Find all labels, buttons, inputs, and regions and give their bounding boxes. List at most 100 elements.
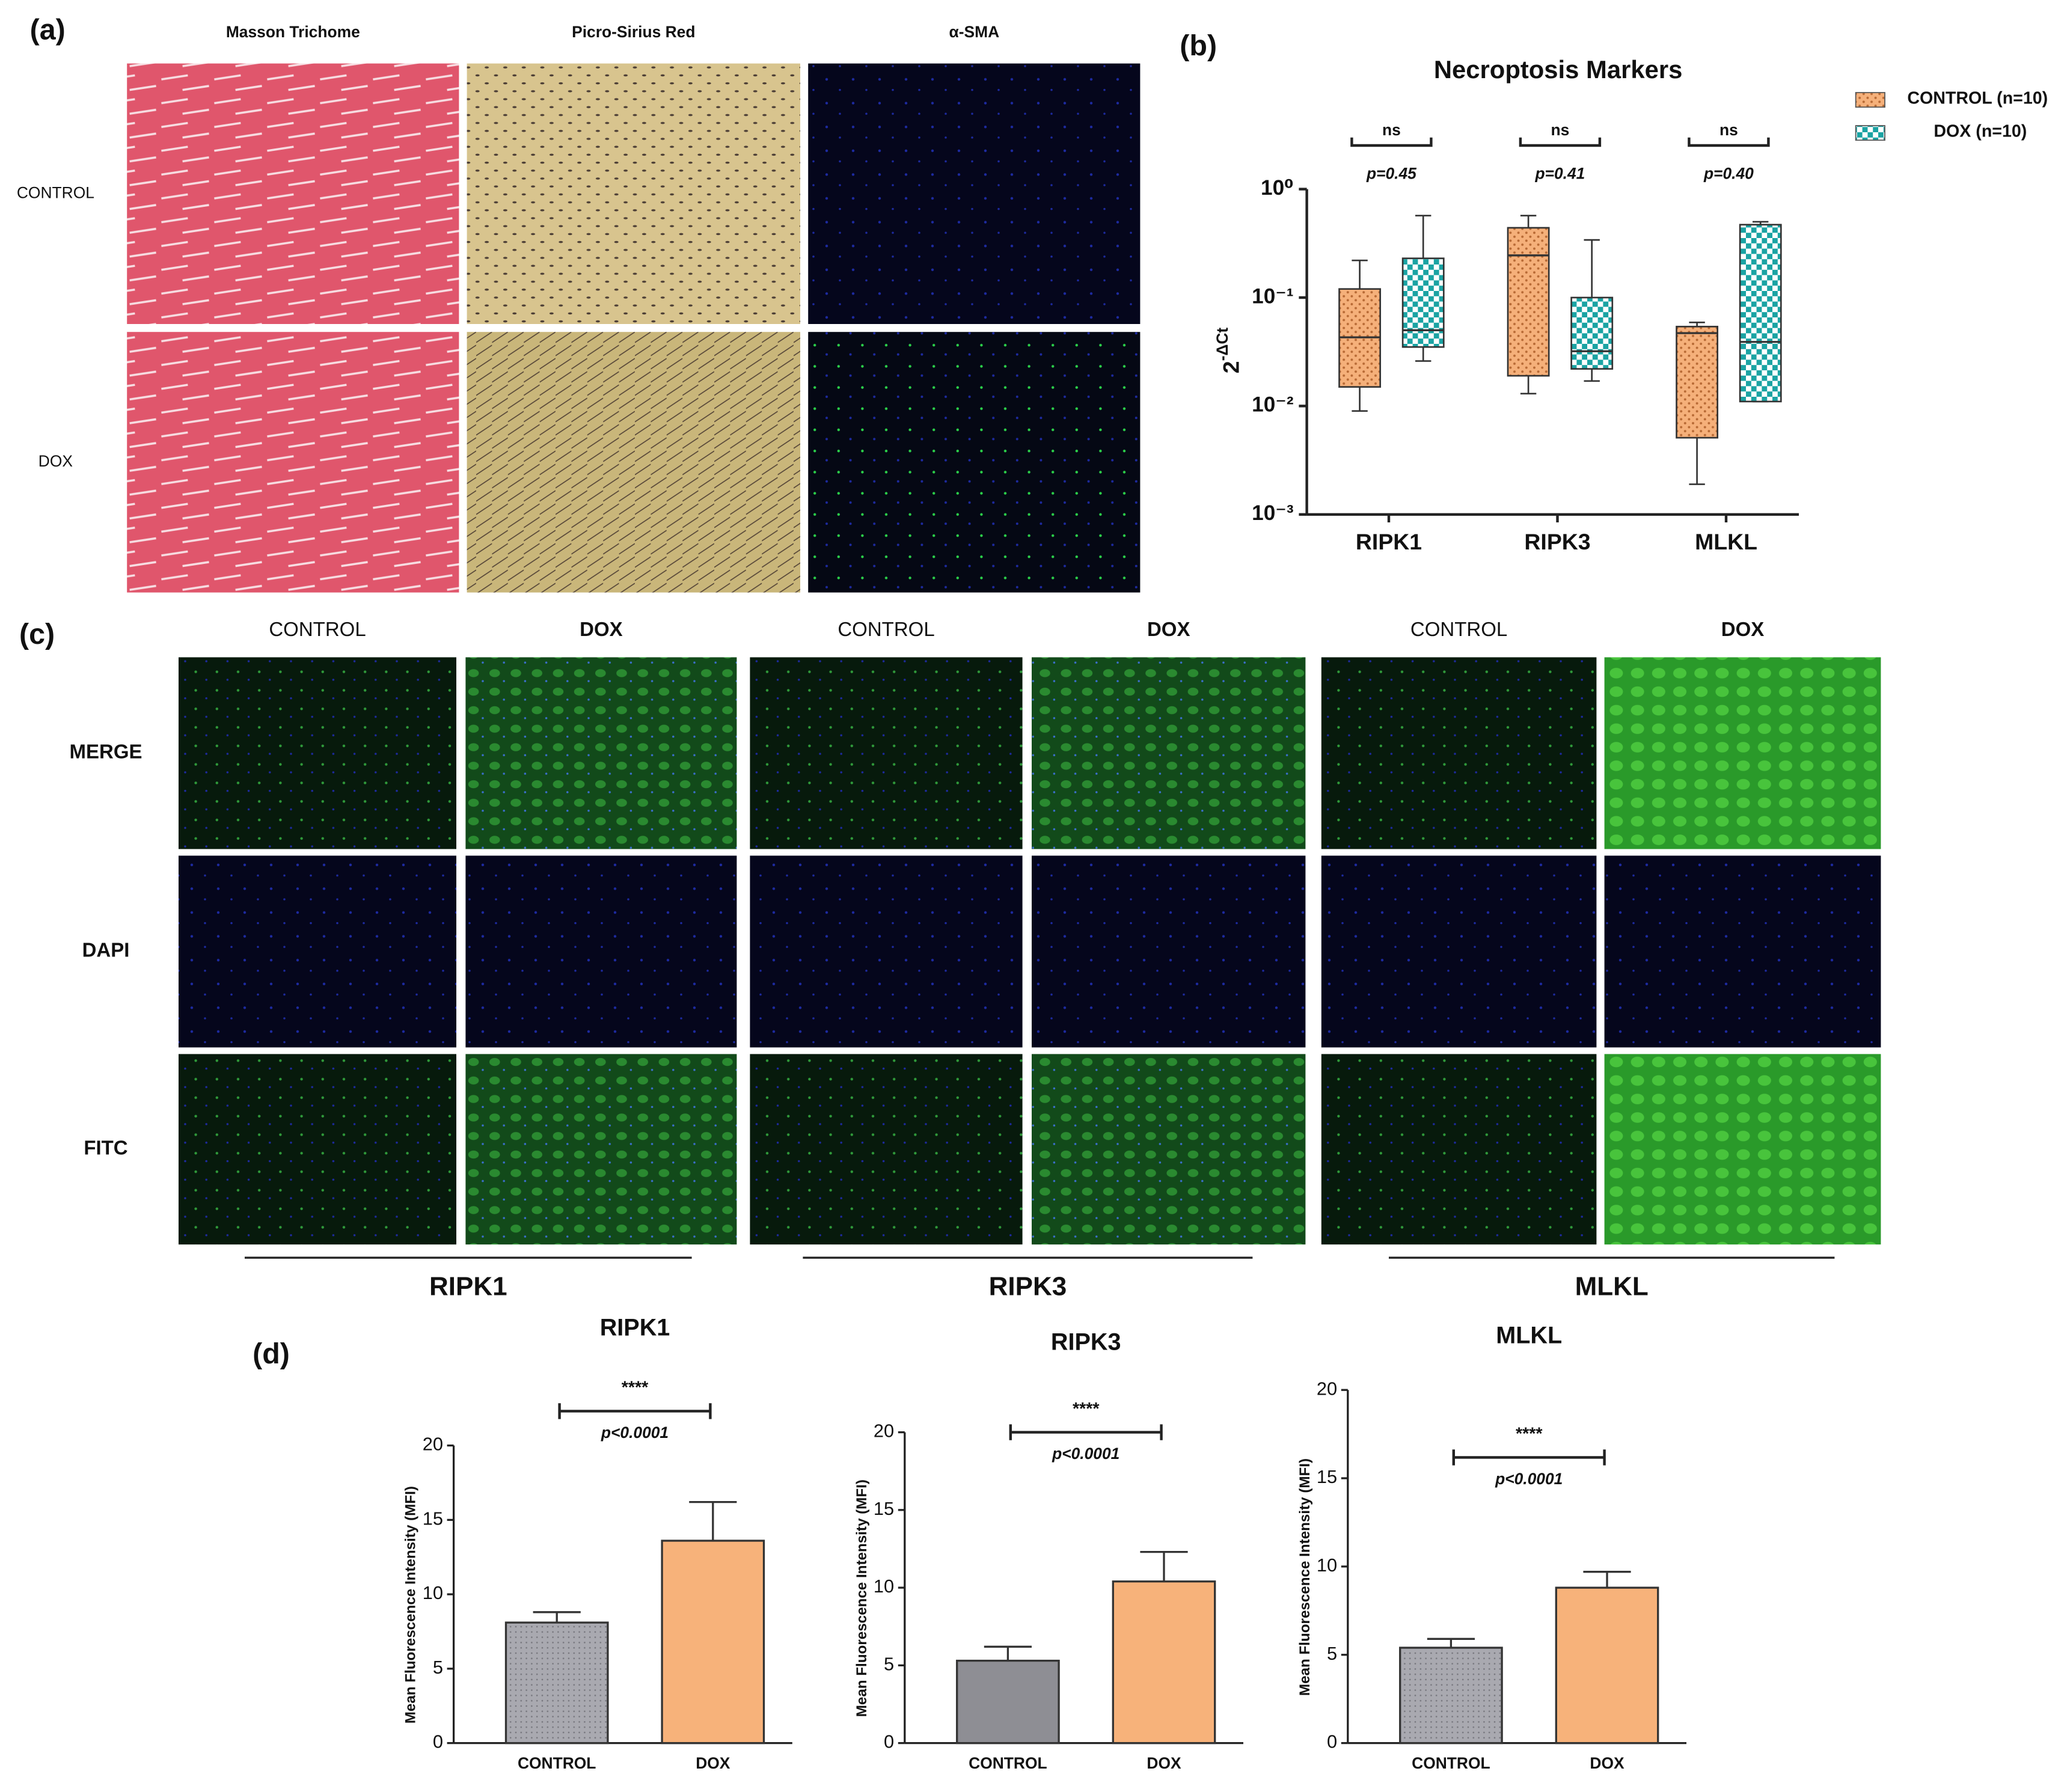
- y-tick-label: 20: [423, 1434, 443, 1455]
- column-header: DOX: [1721, 618, 1765, 640]
- micrograph: [467, 332, 800, 593]
- micrograph: [179, 855, 456, 1048]
- bar: [1555, 1586, 1659, 1745]
- box: [1676, 325, 1719, 439]
- box: [1507, 227, 1550, 377]
- y-tick-label: 5: [433, 1657, 443, 1678]
- micrograph: [127, 332, 459, 593]
- significance-bracket: [1519, 137, 1602, 147]
- significance-bracket: [1350, 137, 1433, 147]
- y-tick-label: 10: [874, 1576, 894, 1597]
- bar: [661, 1540, 765, 1745]
- column-header: DOX: [1147, 618, 1190, 640]
- box: [1739, 224, 1782, 403]
- micrograph: [1321, 657, 1597, 849]
- micrograph: [179, 657, 456, 849]
- y-tick-label: 10⁻³: [1252, 501, 1293, 525]
- bar: [1112, 1580, 1216, 1745]
- significance-bracket: [1688, 137, 1770, 147]
- y-tick-label: 15: [423, 1508, 443, 1529]
- x-tick-label: DOX: [1590, 1754, 1624, 1772]
- y-axis-label: 2-ΔCt: [1213, 328, 1243, 374]
- group-label: RIPK3: [989, 1271, 1067, 1301]
- micrograph: [1032, 657, 1306, 849]
- significance-label: ****: [1073, 1399, 1100, 1419]
- chart-title: Necroptosis Markers: [1434, 55, 1683, 84]
- significance-label: ****: [622, 1378, 649, 1398]
- y-tick-label: 0: [1327, 1731, 1337, 1752]
- micrograph: [1321, 1054, 1597, 1245]
- micrograph: [1604, 657, 1881, 849]
- significance-label: ns: [1382, 121, 1401, 139]
- significance-label: ns: [1551, 121, 1569, 139]
- p-value: p<0.0001: [601, 1424, 669, 1442]
- y-axis-label: Mean Fluorescence Intensity (MFI): [854, 1479, 870, 1717]
- y-tick-label: 10⁰: [1261, 176, 1294, 200]
- y-tick-label: 10: [1317, 1555, 1337, 1576]
- x-tick-label: MLKL: [1695, 529, 1757, 554]
- legend-swatch: [1855, 92, 1885, 108]
- y-tick-label: 10⁻²: [1252, 393, 1293, 417]
- box: [1401, 257, 1445, 348]
- column-header: CONTROL: [837, 618, 934, 640]
- legend-label: DOX (n=10): [1934, 122, 2027, 141]
- column-header: DOX: [580, 618, 623, 640]
- y-tick-label: 20: [1317, 1378, 1337, 1399]
- chart-title: MLKL: [1496, 1323, 1562, 1349]
- significance-label: ****: [1516, 1425, 1543, 1444]
- p-value: p=0.41: [1534, 164, 1585, 182]
- x-tick-label: DOX: [1147, 1754, 1181, 1772]
- p-value: p<0.0001: [1495, 1470, 1563, 1488]
- micrograph: [1604, 1054, 1881, 1245]
- y-tick-label: 10: [423, 1582, 443, 1603]
- y-tick-label: 10⁻¹: [1252, 284, 1293, 308]
- row-label: MERGE: [69, 741, 142, 763]
- y-axis-label: Mean Fluorescence Intensity (MFI): [1297, 1458, 1313, 1696]
- p-value: p<0.0001: [1052, 1445, 1119, 1463]
- panel-label: (c): [19, 618, 55, 650]
- micrograph: [1321, 855, 1597, 1048]
- column-header: Masson Trichome: [226, 23, 360, 41]
- x-tick-label: CONTROL: [518, 1754, 596, 1772]
- micrograph: [465, 657, 737, 849]
- y-tick-label: 5: [1327, 1643, 1337, 1664]
- row-label: DAPI: [82, 939, 130, 961]
- significance-bracket: [1009, 1424, 1163, 1440]
- group-label: RIPK1: [429, 1271, 507, 1301]
- p-value: p=0.40: [1703, 164, 1754, 182]
- significance-bracket: [558, 1403, 712, 1419]
- group-label: MLKL: [1575, 1271, 1649, 1301]
- y-tick-label: 15: [1317, 1466, 1337, 1487]
- row-label: DOX: [38, 452, 73, 470]
- panel-label: (d): [253, 1338, 290, 1370]
- y-axis-label-exponent: -ΔCt: [1213, 328, 1231, 361]
- y-tick-label: 15: [874, 1498, 894, 1519]
- micrograph: [808, 63, 1141, 324]
- significance-bracket: [1452, 1449, 1606, 1466]
- bar: [1399, 1647, 1503, 1745]
- row-label: CONTROL: [17, 183, 94, 201]
- column-header: α-SMA: [949, 23, 999, 41]
- y-axis-label: Mean Fluorescence Intensity (MFI): [403, 1486, 419, 1723]
- column-header: CONTROL: [1410, 618, 1507, 640]
- column-header: Picro-Sirius Red: [572, 23, 695, 41]
- micrograph: [465, 1054, 737, 1245]
- significance-label: ns: [1719, 121, 1738, 139]
- micrograph: [750, 855, 1023, 1048]
- x-tick-label: CONTROL: [969, 1754, 1047, 1772]
- chart-title: RIPK1: [600, 1314, 670, 1341]
- y-tick-label: 20: [874, 1420, 894, 1442]
- x-tick-label: RIPK3: [1524, 529, 1590, 554]
- micrograph: [808, 332, 1141, 593]
- y-tick-label: 5: [884, 1653, 894, 1674]
- y-tick-label: 0: [884, 1731, 894, 1752]
- panel-label: (b): [1180, 29, 1217, 62]
- x-tick-label: RIPK1: [1356, 529, 1422, 554]
- p-value: p=0.45: [1366, 164, 1416, 182]
- micrograph: [467, 63, 800, 324]
- y-tick-label: 0: [433, 1731, 443, 1752]
- panel-label: (a): [30, 14, 66, 46]
- row-label: FITC: [84, 1137, 127, 1159]
